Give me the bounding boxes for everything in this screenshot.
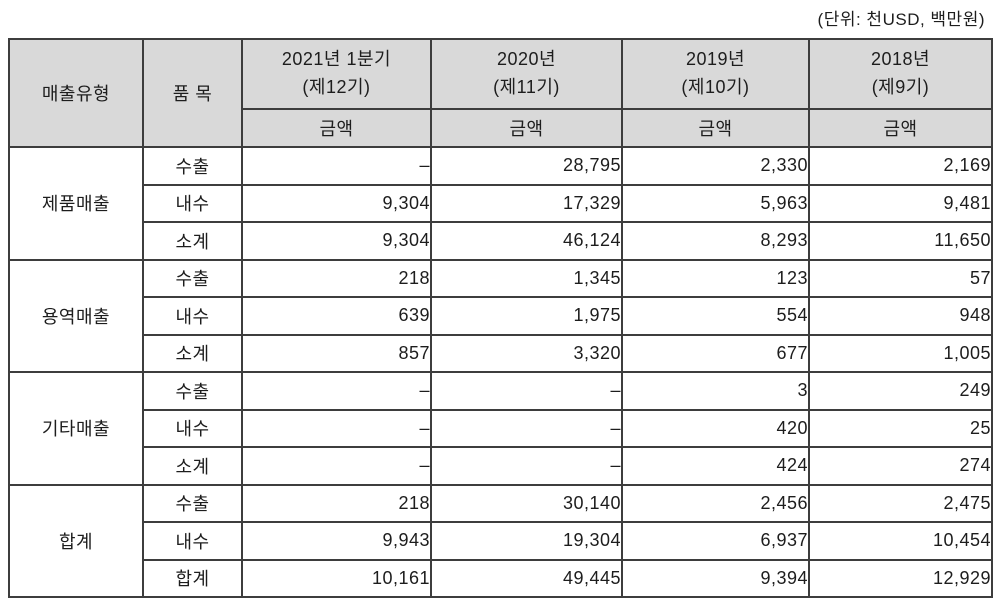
item-cell: 소계 — [142, 221, 243, 261]
value-cell: 249 — [808, 371, 993, 411]
value-cell: 2,456 — [621, 483, 810, 523]
value-cell: 554 — [621, 296, 810, 336]
value-cell: 639 — [241, 296, 432, 336]
item-cell: 소계 — [142, 446, 243, 486]
value-cell: 10,161 — [241, 558, 432, 598]
item-cell: 내수 — [142, 183, 243, 223]
value-cell: 30,140 — [430, 483, 623, 523]
sales-type-header: 매출유형 — [8, 38, 144, 148]
period-term: (제12기) — [302, 77, 371, 97]
value-cell: 19,304 — [430, 521, 623, 561]
table-row: 내수 – – 420 25 — [9, 408, 993, 448]
value-cell: 6,937 — [621, 521, 810, 561]
table-row: 내수 9,943 19,304 6,937 10,454 — [9, 521, 993, 561]
value-cell: 9,481 — [808, 183, 993, 223]
table-row: 용역매출 수출 218 1,345 123 57 — [8, 258, 993, 373]
value-cell: 9,304 — [241, 183, 432, 223]
period-header-2018: 2018년 (제9기) — [808, 38, 993, 110]
value-cell: 420 — [621, 408, 810, 448]
item-cell: 내수 — [142, 521, 243, 561]
sales-report-table: 매출유형 품 목 2021년 1분기 (제12기) 2020년 (제11기) 2… — [8, 38, 993, 598]
value-cell: 57 — [808, 258, 993, 298]
table-row: 기타매출 수출 – – 3 249 — [8, 371, 993, 486]
item-cell: 소계 — [142, 333, 243, 373]
value-cell: 28,795 — [430, 146, 623, 186]
value-cell: – — [241, 408, 432, 448]
item-cell: 내수 — [142, 408, 243, 448]
period-year: 2021년 1분기 — [281, 49, 392, 70]
table-row: 합계 수출 218 30,140 2,456 2,475 — [8, 483, 993, 598]
value-cell: 218 — [241, 258, 432, 298]
value-cell: 5,963 — [621, 183, 810, 223]
value-cell: 2,475 — [808, 483, 993, 523]
value-cell: 3,320 — [430, 333, 623, 373]
period-year: 2019년 — [685, 49, 746, 70]
table-row: 소계 857 3,320 677 1,005 — [9, 333, 993, 373]
value-cell: 2,169 — [808, 146, 993, 186]
value-cell: 274 — [808, 446, 993, 486]
group-label-other-sales: 기타매출 — [8, 371, 144, 486]
period-year: 2018년 — [870, 49, 931, 70]
table-row: 소계 – – 424 274 — [9, 446, 993, 486]
table-row: 내수 639 1,975 554 948 — [9, 296, 993, 336]
period-header-2019: 2019년 (제10기) — [621, 38, 810, 110]
value-cell: 1,345 — [430, 258, 623, 298]
value-cell: – — [430, 371, 623, 411]
value-cell: 9,943 — [241, 521, 432, 561]
item-cell: 수출 — [142, 371, 243, 411]
header-amount-row: 금액 금액 금액 금액 — [9, 108, 993, 148]
table-row: 소계 9,304 46,124 8,293 11,650 — [9, 221, 993, 261]
value-cell: – — [241, 446, 432, 486]
period-term: (제11기) — [493, 77, 560, 97]
amount-header: 금액 — [808, 108, 993, 148]
value-cell: – — [241, 371, 432, 411]
period-year: 2020년 — [496, 49, 557, 70]
period-header-2021q1: 2021년 1분기 (제12기) — [241, 38, 432, 110]
item-cell: 수출 — [142, 483, 243, 523]
value-cell: 424 — [621, 446, 810, 486]
value-cell: 10,454 — [808, 521, 993, 561]
value-cell: 9,394 — [621, 558, 810, 598]
value-cell: 3 — [621, 371, 810, 411]
value-cell: 12,929 — [808, 558, 993, 598]
amount-header: 금액 — [241, 108, 432, 148]
value-cell: 11,650 — [808, 221, 993, 261]
value-cell: 49,445 — [430, 558, 623, 598]
table-row: 내수 9,304 17,329 5,963 9,481 — [9, 183, 993, 223]
value-cell: 677 — [621, 333, 810, 373]
value-cell: 25 — [808, 408, 993, 448]
value-cell: 948 — [808, 296, 993, 336]
unit-label: (단위: 천USD, 백만원) — [817, 10, 985, 29]
value-cell: – — [430, 446, 623, 486]
item-header: 품 목 — [142, 38, 243, 148]
value-cell: – — [430, 408, 623, 448]
item-cell: 수출 — [142, 146, 243, 186]
item-cell: 수출 — [142, 258, 243, 298]
value-cell: 46,124 — [430, 221, 623, 261]
value-cell: 1,005 — [808, 333, 993, 373]
table-row: 합계 10,161 49,445 9,394 12,929 — [9, 558, 993, 598]
value-cell: 17,329 — [430, 183, 623, 223]
group-label-total: 합계 — [8, 483, 144, 598]
period-term: (제9기) — [871, 77, 930, 97]
header-period-row: 매출유형 품 목 2021년 1분기 (제12기) 2020년 (제11기) 2… — [8, 38, 993, 148]
value-cell: – — [241, 146, 432, 186]
value-cell: 8,293 — [621, 221, 810, 261]
value-cell: 857 — [241, 333, 432, 373]
value-cell: 2,330 — [621, 146, 810, 186]
amount-header: 금액 — [430, 108, 623, 148]
value-cell: 218 — [241, 483, 432, 523]
period-header-2020: 2020년 (제11기) — [430, 38, 623, 110]
value-cell: 123 — [621, 258, 810, 298]
table-row: 제품매출 수출 – 28,795 2,330 2,169 — [8, 146, 993, 261]
item-cell: 합계 — [142, 558, 243, 598]
group-label-product-sales: 제품매출 — [8, 146, 144, 261]
period-term: (제10기) — [681, 77, 750, 97]
amount-header: 금액 — [621, 108, 810, 148]
value-cell: 1,975 — [430, 296, 623, 336]
group-label-service-sales: 용역매출 — [8, 258, 144, 373]
value-cell: 9,304 — [241, 221, 432, 261]
item-cell: 내수 — [142, 296, 243, 336]
